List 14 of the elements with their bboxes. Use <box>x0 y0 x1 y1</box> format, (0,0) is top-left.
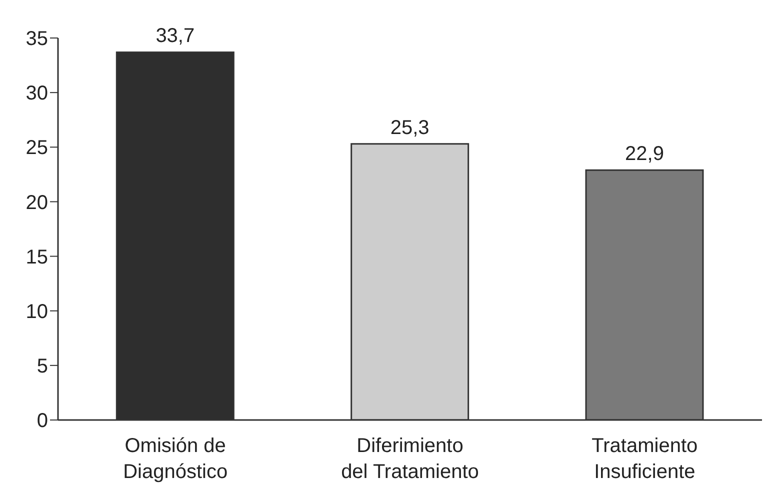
y-tick-label: 25 <box>26 137 48 160</box>
y-tick-label: 35 <box>26 28 48 50</box>
y-tick-label: 10 <box>26 300 48 323</box>
y-tick-label: 30 <box>26 82 48 105</box>
y-tick-label: 20 <box>26 192 48 214</box>
y-tick-label: 5 <box>36 356 48 378</box>
x-tick-label: Tratamiento Insuficiente <box>592 435 698 483</box>
data-label: 33,7 <box>156 25 195 48</box>
x-tick-label: Diferimiento del Tratamiento <box>341 435 479 483</box>
data-label: 22,9 <box>625 143 664 166</box>
data-label: 25,3 <box>390 116 430 139</box>
y-tick-label: 0 <box>36 410 48 432</box>
x-tick-label: Omisión de Diagnóstico <box>123 435 228 483</box>
y-tick-label: 15 <box>26 246 48 268</box>
